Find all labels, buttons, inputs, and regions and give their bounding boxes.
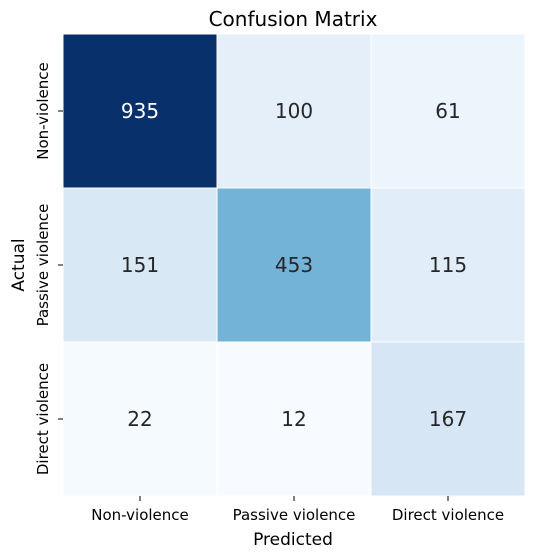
x-tick-label: Passive violence bbox=[233, 506, 356, 524]
cell-value-label: 151 bbox=[121, 253, 159, 277]
heatmap-cell bbox=[62, 187, 218, 343]
heatmap-cell bbox=[216, 187, 372, 343]
y-tick-label: Direct violence bbox=[34, 363, 52, 475]
y-axis-label: Actual bbox=[9, 238, 29, 291]
cell-value-label: 22 bbox=[127, 407, 152, 431]
y-tick-label: Passive violence bbox=[34, 204, 52, 327]
cell-value-label: 167 bbox=[429, 407, 467, 431]
x-axis-ticks: Non-violence Passive violence Direct viole… bbox=[91, 496, 504, 524]
cell-value-label: 453 bbox=[275, 253, 313, 277]
heatmap-cell bbox=[62, 341, 218, 497]
chart-title: Confusion Matrix bbox=[209, 7, 378, 31]
x-tick-label: Non-violence bbox=[91, 506, 189, 524]
cell-value-label: 100 bbox=[275, 99, 313, 123]
cell-value-label: 12 bbox=[281, 407, 306, 431]
heatmap-cell bbox=[370, 33, 526, 189]
heatmap-cell bbox=[370, 187, 526, 343]
cell-value-label: 935 bbox=[121, 99, 159, 123]
heatmap-cell-labels: 935 100 61 151 453 115 22 12 167 bbox=[121, 99, 467, 431]
cell-value-label: 115 bbox=[429, 253, 467, 277]
heatmap-cells bbox=[62, 33, 526, 497]
heatmap-cell bbox=[216, 33, 372, 189]
heatmap-cell bbox=[62, 33, 218, 189]
cell-value-label: 61 bbox=[435, 99, 460, 123]
y-axis-ticks: Non-violence Passive violence Direct viole… bbox=[34, 62, 63, 475]
x-axis-label: Predicted bbox=[253, 530, 333, 550]
heatmap-cell bbox=[216, 341, 372, 497]
y-tick-label: Non-violence bbox=[34, 62, 52, 160]
x-tick-label: Direct violence bbox=[392, 506, 504, 524]
